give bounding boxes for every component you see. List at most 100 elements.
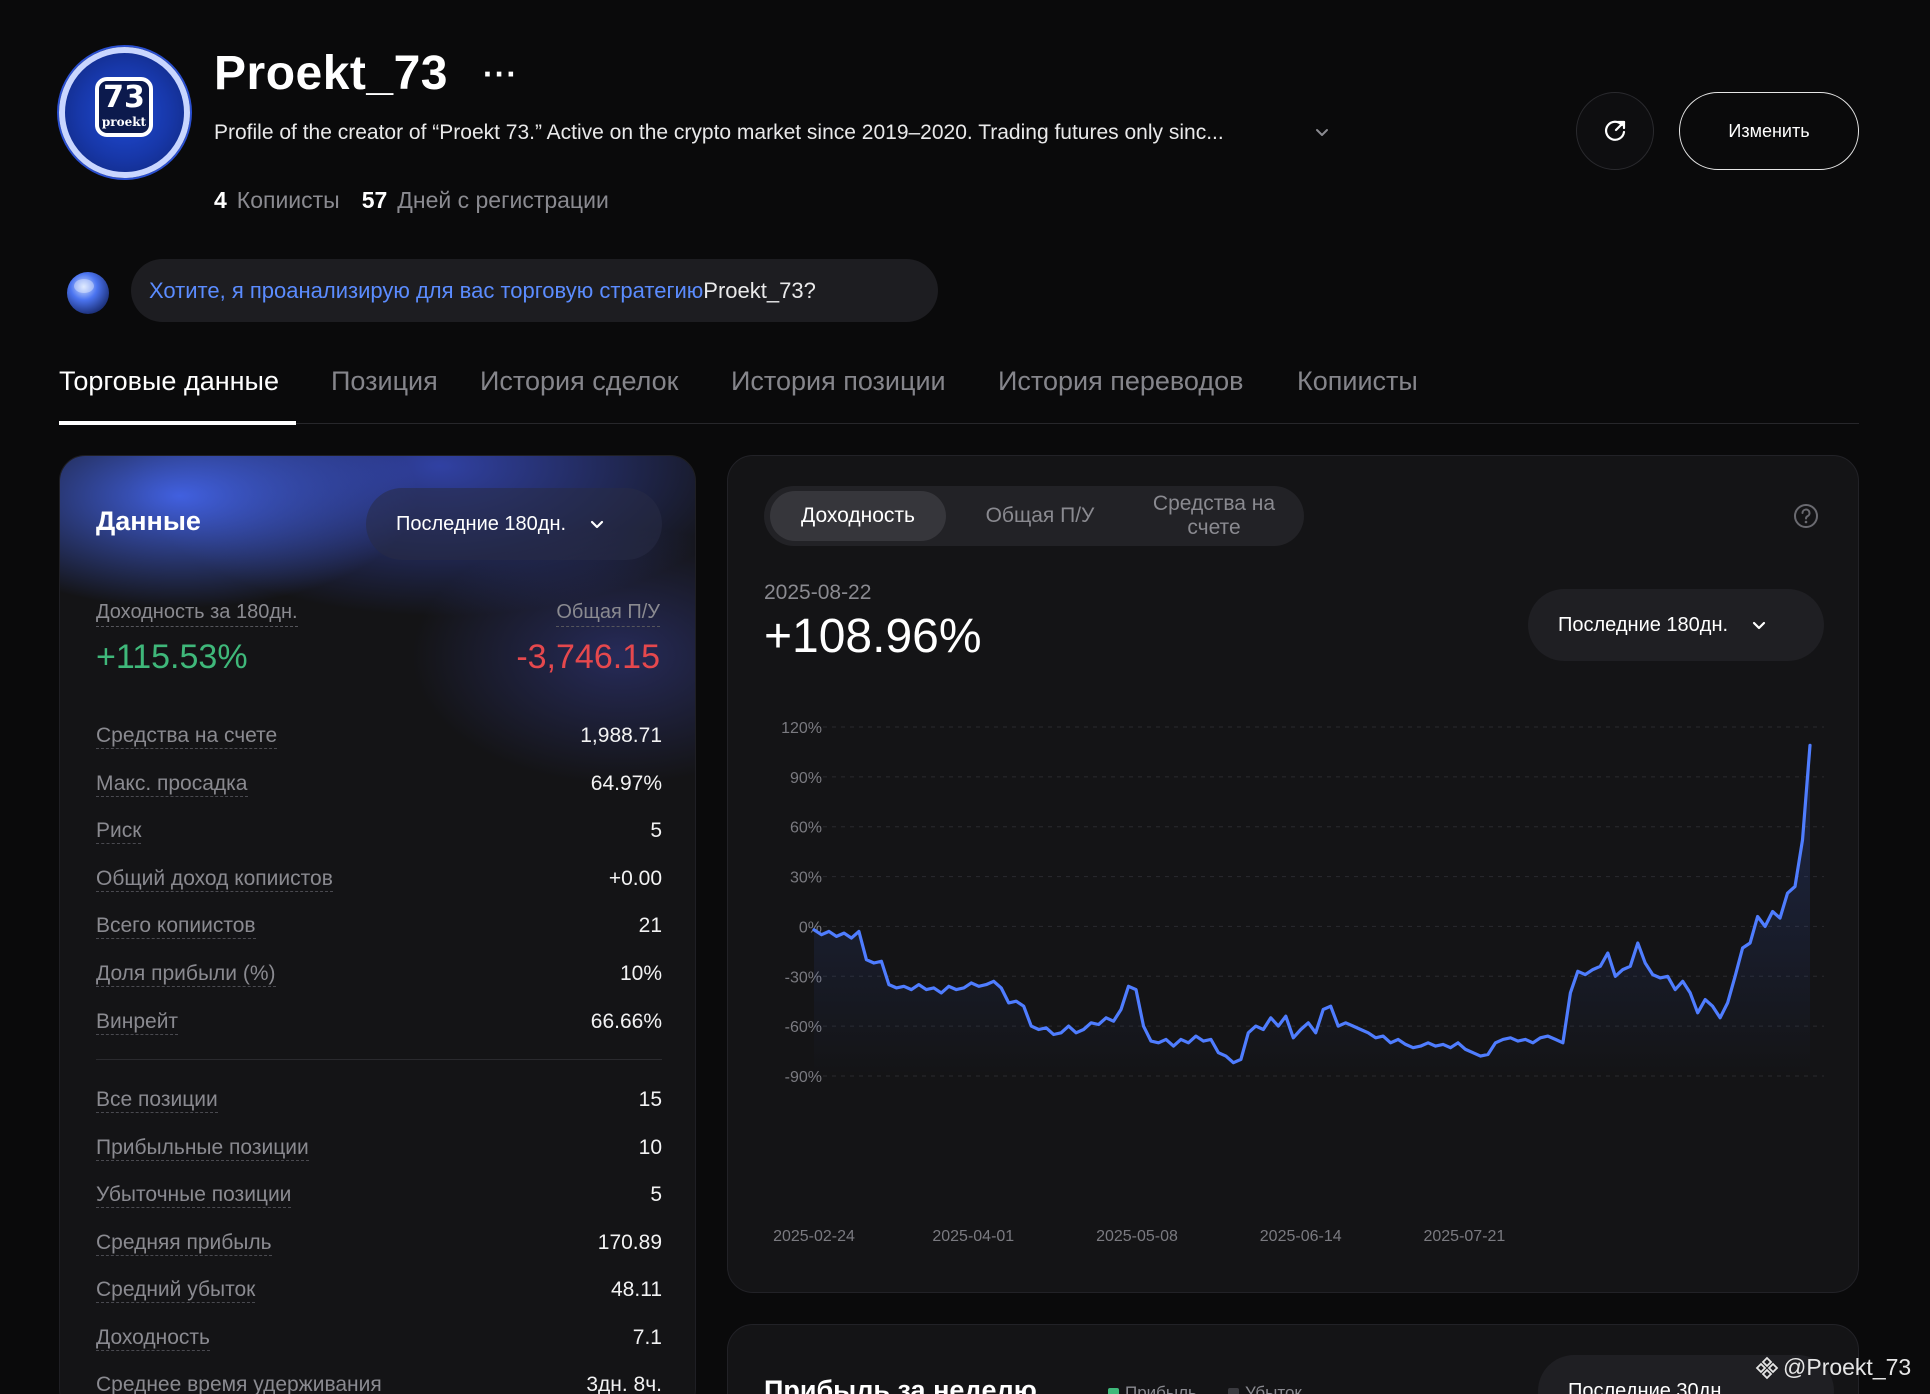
avatar-logo: 73 proekt	[95, 77, 153, 137]
legend-profit-label: Прибыль	[1125, 1383, 1197, 1394]
y-tick-label: 30%	[790, 870, 822, 887]
stat-row: Общий доход копиистов +0.00	[96, 867, 662, 897]
tab-position[interactable]: Позиция	[331, 366, 438, 396]
stat-value: 5	[650, 819, 662, 842]
seg-roi[interactable]: Доходность	[770, 491, 946, 541]
stat-label[interactable]: Винрейт	[96, 1010, 179, 1035]
stat-label[interactable]: Прибыльные позиции	[96, 1136, 309, 1161]
stat-label[interactable]: Средняя прибыль	[96, 1231, 272, 1256]
stat-label[interactable]: Доля прибыли (%)	[96, 962, 276, 987]
stat-value: 48.11	[611, 1278, 662, 1301]
roi-label[interactable]: Доходность за 180дн.	[96, 601, 298, 627]
stat-row: Винрейт 66.66%	[96, 1010, 662, 1040]
exchange-logo-icon	[1755, 1356, 1779, 1379]
data-period-value: Последние 180дн.	[396, 512, 567, 535]
stat-value: 1,988.71	[580, 724, 662, 747]
x-tick-label: 2025-05-08	[1096, 1228, 1178, 1245]
stat-label[interactable]: Убыточные позиции	[96, 1183, 292, 1208]
legend-loss-swatch	[1228, 1388, 1239, 1394]
weekly-period-value: Последние 30дн.	[1568, 1379, 1727, 1394]
weekly-period-select[interactable]: Последние 30дн.	[1538, 1355, 1834, 1394]
stat-label[interactable]: Средства на счете	[96, 724, 278, 749]
x-tick-label: 2025-04-01	[932, 1228, 1014, 1245]
y-tick-label: 60%	[790, 820, 822, 837]
avatar-word: proekt	[101, 115, 147, 129]
legend-loss-label: Убыток	[1245, 1383, 1302, 1394]
ai-prompt-rest: Proekt_73?	[703, 277, 816, 303]
stat-row: Риск 5	[96, 819, 662, 849]
stat-value: 170.89	[597, 1231, 662, 1254]
more-options-icon[interactable]: ···	[483, 56, 518, 92]
chart-period-select[interactable]: Последние 180дн.	[1528, 589, 1824, 661]
share-icon	[1604, 120, 1626, 141]
profile-bio: Profile of the creator of “Proekt 73.” A…	[214, 121, 1224, 144]
expand-bio-chevron-icon[interactable]	[1312, 122, 1332, 142]
tab-trading-data[interactable]: Торговые данные	[59, 366, 279, 396]
help-icon[interactable]	[1792, 502, 1820, 530]
stat-value: 5	[650, 1183, 662, 1206]
chart-date: 2025-08-22	[764, 581, 872, 604]
legend-loss: Убыток	[1228, 1383, 1302, 1394]
tab-copyists[interactable]: Копиисты	[1297, 366, 1418, 396]
y-tick-label: 120%	[781, 720, 822, 737]
stat-row: Прибыльные позиции 10	[96, 1136, 662, 1166]
roi-value: +115.53%	[96, 638, 248, 676]
stat-value: 15	[638, 1088, 662, 1111]
y-tick-label: -30%	[785, 969, 822, 986]
active-tab-underline	[59, 421, 296, 425]
pnl-label[interactable]: Общая П/У	[556, 601, 660, 627]
stat-value: 66.66%	[590, 1010, 662, 1033]
avatar: 73 proekt	[59, 47, 190, 178]
edit-button[interactable]: Изменить	[1679, 92, 1859, 170]
stat-label[interactable]: Доходность	[96, 1326, 210, 1351]
tab-transfer-history[interactable]: История переводов	[998, 366, 1244, 396]
stat-row: Убыточные позиции 5	[96, 1183, 662, 1213]
stat-value: +0.00	[608, 867, 662, 890]
stat-row: Средний убыток 48.11	[96, 1278, 662, 1308]
x-tick-label: 2025-02-24	[773, 1228, 855, 1245]
watermark: @Proekt_73	[1755, 1354, 1911, 1381]
stat-label[interactable]: Макс. просадка	[96, 772, 248, 797]
legend-profit: Прибыль	[1108, 1383, 1197, 1394]
seg-pnl[interactable]: Общая П/У	[985, 504, 1095, 527]
days-count: 57	[361, 187, 388, 213]
data-card-title: Данные	[96, 506, 201, 536]
legend-profit-swatch	[1108, 1388, 1119, 1394]
share-button[interactable]	[1576, 92, 1654, 170]
x-tick-label: 2025-06-14	[1260, 1228, 1342, 1245]
weekly-profit-title: Прибыль за неделю	[764, 1375, 1037, 1394]
ai-assistant-icon[interactable]	[62, 266, 114, 318]
stat-label[interactable]: Средний убыток	[96, 1278, 256, 1303]
chevron-down-icon	[1752, 621, 1766, 630]
stat-row: Средства на счете 1,988.71	[96, 724, 662, 754]
stat-value: 10%	[619, 962, 662, 985]
seg-equity[interactable]: Средства на счете	[1152, 492, 1276, 539]
stat-value: 3дн. 8ч.	[586, 1373, 662, 1394]
ai-analysis-prompt[interactable]: Хотите, я проанализирую для вас торговую…	[131, 259, 938, 322]
roi-line-chart[interactable]: 120%90%60%30%0%-30%-60%-90% 2025-02-24 20…	[728, 456, 1860, 1294]
data-period-select[interactable]: Последние 180дн.	[366, 488, 662, 560]
avatar-number: 73	[103, 80, 145, 115]
stat-row: Доля прибыли (%) 10%	[96, 962, 662, 992]
tab-position-history[interactable]: История позиции	[731, 366, 946, 396]
y-tick-label: -60%	[785, 1019, 822, 1036]
ai-prompt-highlight: Хотите, я проанализирую для вас торговую…	[149, 277, 704, 303]
x-tick-label: 2025-07-21	[1423, 1228, 1505, 1245]
stat-value: 10	[638, 1136, 662, 1159]
chart-metric-switch: Доходность Общая П/У Средства на счете	[764, 486, 1304, 546]
stat-label[interactable]: Всего копиистов	[96, 914, 256, 939]
stat-label[interactable]: Все позиции	[96, 1088, 218, 1113]
stat-row: Макс. просадка 64.97%	[96, 772, 662, 802]
stat-label[interactable]: Общий доход копиистов	[96, 867, 333, 892]
stat-value: 7.1	[632, 1326, 662, 1349]
tab-trade-history[interactable]: История сделок	[480, 366, 679, 396]
stat-row: Средняя прибыль 170.89	[96, 1231, 662, 1261]
stat-row: Всего копиистов 21	[96, 914, 662, 944]
roi-area-fill	[814, 745, 1810, 1076]
stat-label[interactable]: Риск	[96, 819, 142, 844]
stat-label[interactable]: Среднее время удерживания	[96, 1373, 382, 1394]
copyists-count: 4	[214, 187, 227, 213]
profile-tabs: Торговые данные Позиция История сделок И…	[59, 362, 1859, 425]
profile-name: Proekt_73	[214, 47, 448, 100]
weekly-profit-card: Прибыль за неделю Прибыль Убыток Последн…	[727, 1324, 1859, 1394]
